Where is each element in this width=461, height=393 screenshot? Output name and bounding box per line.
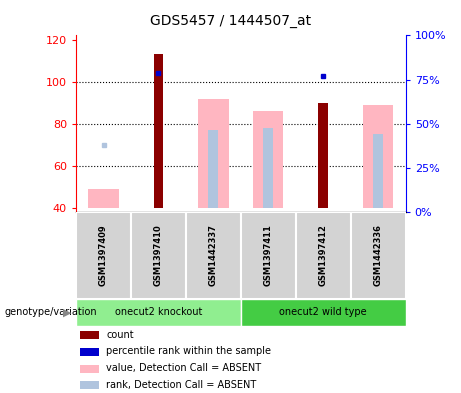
Text: onecut2 knockout: onecut2 knockout bbox=[115, 307, 202, 318]
FancyBboxPatch shape bbox=[76, 212, 131, 299]
Text: rank, Detection Call = ABSENT: rank, Detection Call = ABSENT bbox=[106, 380, 256, 389]
Text: GSM1442337: GSM1442337 bbox=[209, 224, 218, 286]
Text: GDS5457 / 1444507_at: GDS5457 / 1444507_at bbox=[150, 14, 311, 28]
Bar bbox=[208, 130, 219, 208]
Text: GSM1397412: GSM1397412 bbox=[319, 224, 328, 286]
Bar bbox=[80, 331, 99, 339]
Bar bbox=[154, 54, 163, 208]
Text: GSM1442336: GSM1442336 bbox=[374, 224, 383, 286]
FancyBboxPatch shape bbox=[296, 212, 351, 299]
Bar bbox=[89, 189, 118, 208]
Text: genotype/variation: genotype/variation bbox=[5, 307, 97, 318]
FancyBboxPatch shape bbox=[241, 212, 296, 299]
Text: percentile rank within the sample: percentile rank within the sample bbox=[106, 346, 271, 356]
Text: ▶: ▶ bbox=[63, 307, 71, 318]
FancyBboxPatch shape bbox=[76, 299, 241, 326]
Bar bbox=[319, 103, 328, 208]
FancyBboxPatch shape bbox=[186, 212, 241, 299]
Bar bbox=[263, 128, 273, 208]
FancyBboxPatch shape bbox=[131, 212, 186, 299]
Text: GSM1397411: GSM1397411 bbox=[264, 224, 273, 286]
Bar bbox=[363, 105, 393, 208]
Bar bbox=[80, 381, 99, 389]
Text: onecut2 wild type: onecut2 wild type bbox=[279, 307, 367, 318]
Text: GSM1397410: GSM1397410 bbox=[154, 224, 163, 286]
Bar bbox=[80, 365, 99, 373]
Bar bbox=[198, 99, 229, 208]
Bar bbox=[253, 111, 284, 208]
Bar bbox=[80, 348, 99, 356]
Text: value, Detection Call = ABSENT: value, Detection Call = ABSENT bbox=[106, 363, 261, 373]
Bar bbox=[373, 134, 383, 208]
FancyBboxPatch shape bbox=[241, 299, 406, 326]
Text: count: count bbox=[106, 330, 134, 340]
Text: GSM1397409: GSM1397409 bbox=[99, 225, 108, 286]
FancyBboxPatch shape bbox=[351, 212, 406, 299]
